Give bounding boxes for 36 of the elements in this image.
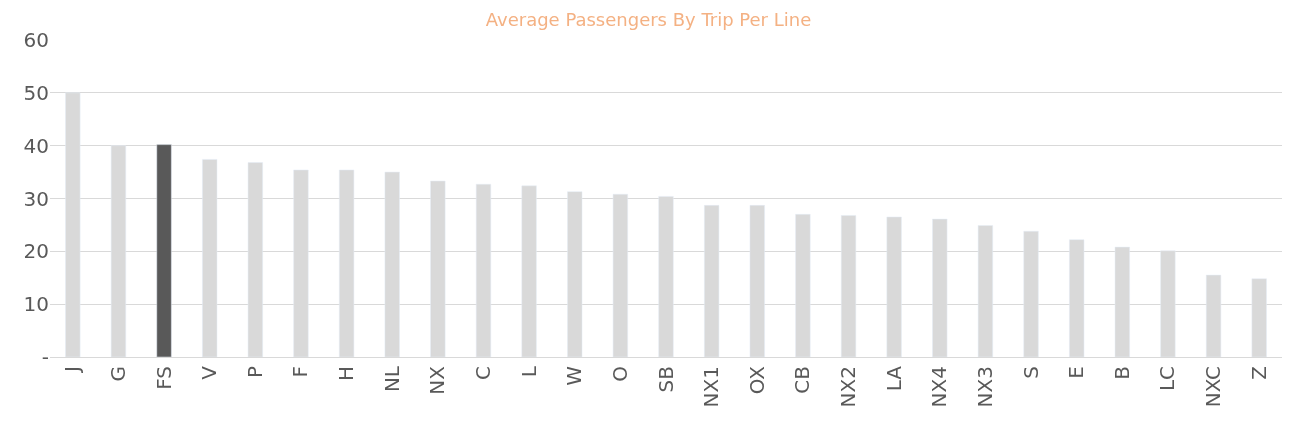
y-tick-label: 20 [23,239,49,264]
y-tick-label: 30 [23,186,49,211]
x-tick-label: W [562,365,587,386]
x-tick-label: S [1018,366,1043,379]
chart-title: Average Passengers By Trip Per Line [485,8,812,30]
y-tick-label: 40 [23,133,49,158]
x-tick-label: FS [151,366,176,390]
x-tick-label: OX [744,365,769,395]
x-tick-label: P [242,366,267,379]
bar [156,144,172,357]
x-tick-label: H [334,366,359,382]
y-tick-label: - [41,345,49,369]
x-tick-label: NX [425,365,450,395]
x-tick-label: L [516,365,541,378]
x-tick-label: NX1 [699,366,724,408]
x-tick-label: B [1109,366,1134,380]
x-tick-label: NL [379,365,404,393]
x-tick-label: NX4 [927,366,952,408]
x-tick-label: V [197,365,222,380]
x-tick-label: NXC [1201,366,1226,408]
y-tick-label: 50 [23,80,49,105]
x-tick-label: LA [881,365,906,392]
x-tick-label: SB [653,366,678,393]
y-tick-label: 60 [23,28,49,52]
x-tick-label: G [105,366,130,382]
x-tick-label: Z [1246,366,1271,380]
y-tick-label: 10 [23,292,49,317]
x-tick-label: LC [1155,366,1180,392]
x-tick-label: NX3 [972,366,997,408]
x-tick-label: O [607,366,632,382]
x-tick-label: E [1064,366,1089,379]
x-tick-label: CB [790,366,815,394]
x-tick-label: NX2 [836,366,861,408]
x-tick-label: C [470,366,495,380]
x-tick-label: F [288,366,313,378]
x-tick-label: J [60,366,85,374]
